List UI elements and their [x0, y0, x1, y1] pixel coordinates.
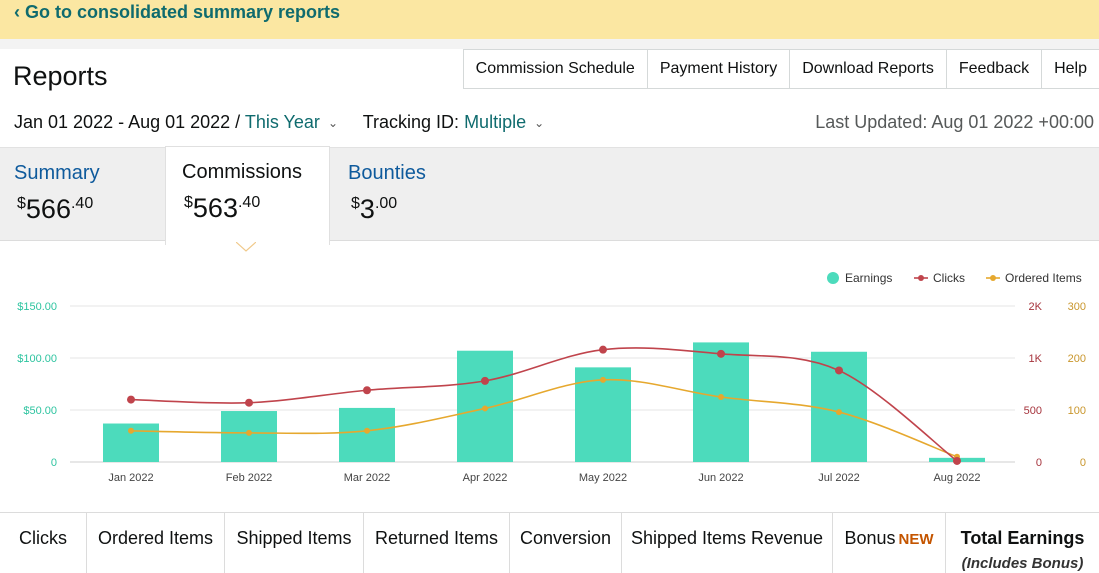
tab-bounties[interactable]: Bounties $3.00: [348, 148, 488, 242]
y-right-items-tick: 0: [1080, 457, 1086, 469]
tab-bounties-label: Bounties: [348, 162, 426, 184]
page-title: Reports: [13, 61, 108, 91]
point-ordered-items: [718, 394, 724, 400]
legend-swatch-dot: [918, 275, 924, 281]
point-clicks: [127, 395, 135, 404]
last-updated: Last Updated: Aug 01 2022 +00:00: [815, 112, 1094, 132]
summary-tabs: Summary $566.40 Commissions $563.40 Boun…: [0, 146, 1099, 245]
metric-tab-returned-items[interactable]: Returned Items: [364, 513, 510, 573]
total-earnings-note: (Includes Bonus): [961, 555, 1084, 572]
bar-earnings: [339, 407, 395, 462]
y-left-tick: $150.00: [17, 301, 57, 313]
bar-earnings: [693, 342, 749, 462]
point-clicks: [599, 345, 607, 354]
consolidated-reports-link[interactable]: ‹ Go to consolidated summary reports: [14, 2, 341, 22]
top-nav: Commission Schedule Payment History Down…: [462, 49, 1099, 89]
metric-tab-shipped-items[interactable]: Shipped Items: [225, 513, 364, 573]
point-ordered-items: [364, 427, 370, 434]
tab-commissions[interactable]: Commissions $563.40: [165, 146, 330, 245]
point-clicks: [835, 366, 843, 375]
point-clicks: [363, 386, 371, 395]
bar-earnings: [221, 411, 277, 462]
point-clicks: [481, 376, 489, 385]
tracking-id-dropdown[interactable]: Multiple: [464, 112, 527, 132]
summary-amount: $566.40: [17, 194, 94, 224]
metric-tab-clicks[interactable]: Clicks: [0, 513, 87, 573]
y-left-tick: 0: [51, 457, 57, 469]
y-left-tick: $100.00: [17, 353, 57, 365]
active-tab-pointer-icon: [236, 242, 256, 252]
banner-separator: [0, 39, 1099, 49]
metric-tab-ordered-items[interactable]: Ordered Items: [87, 513, 225, 573]
earnings-chart: 0 $50.00 $100.00 $150.00 0 500 1K 2K 0 100 200 300 J…: [0, 258, 1099, 510]
x-tick-label: Jul 2022: [818, 472, 860, 484]
top-banner: ‹ Go to consolidated summary reports: [0, 0, 1099, 39]
reports-header: Reports Commission Schedule Payment Hist…: [0, 49, 1099, 147]
x-tick-label: Mar 2022: [344, 472, 390, 484]
x-tick-label: Jan 2022: [108, 472, 153, 484]
series-line-ordered-items: [130, 378, 958, 458]
tab-commissions-label: Commissions: [182, 161, 303, 183]
point-ordered-items: [836, 409, 842, 416]
metric-tab-bonus[interactable]: Bonus NEW: [833, 513, 946, 573]
y-right-clicks-tick: 1K: [1029, 353, 1043, 365]
bounties-amount: $3.00: [351, 194, 398, 224]
tab-summary[interactable]: Summary $566.40: [14, 148, 154, 242]
legend-label: Ordered Items: [1005, 271, 1082, 285]
period-dropdown[interactable]: This Year: [244, 112, 320, 132]
nav-commission-schedule[interactable]: Commission Schedule: [462, 50, 647, 89]
tab-summary-label: Summary: [14, 162, 100, 184]
y-left-tick: $50.00: [23, 405, 57, 417]
y-right-items-tick: 300: [1068, 301, 1086, 313]
filter-bar: Jan 01 2022 - Aug 01 2022 / This Year ⌄ T…: [14, 112, 564, 133]
legend-swatch-earnings: [827, 272, 839, 284]
x-tick-label: May 2022: [579, 472, 627, 484]
point-clicks: [717, 349, 725, 358]
y-right-items-tick: 200: [1068, 353, 1086, 365]
date-range: Jan 01 2022 - Aug 01 2022 /: [14, 112, 241, 132]
nav-help[interactable]: Help: [1041, 50, 1099, 89]
metric-tab-conversion[interactable]: Conversion: [510, 513, 622, 573]
metric-tab-total-earnings[interactable]: Total Earnings (Includes Bonus): [946, 513, 1099, 573]
legend-swatch-dot: [990, 275, 996, 281]
point-ordered-items: [482, 405, 488, 412]
tracking-id-label: Tracking ID:: [362, 112, 460, 132]
legend-label: Earnings: [845, 271, 892, 285]
x-tick-label: Apr 2022: [463, 472, 508, 484]
legend-label: Clicks: [933, 271, 965, 285]
chart-canvas: 0 $50.00 $100.00 $150.00 0 500 1K 2K 0 100 200 300 J…: [17, 271, 1086, 484]
y-right-items-tick: 100: [1068, 405, 1086, 417]
point-ordered-items: [600, 376, 606, 383]
commissions-amount: $563.40: [184, 193, 261, 223]
metric-tabs: Clicks Ordered Items Shipped Items Retur…: [0, 512, 1099, 573]
point-ordered-items: [128, 427, 134, 434]
nav-download-reports[interactable]: Download Reports: [789, 50, 946, 89]
y-right-clicks-tick: 500: [1024, 405, 1042, 417]
y-right-clicks-tick: 2K: [1029, 301, 1043, 313]
nav-feedback[interactable]: Feedback: [945, 50, 1042, 89]
chevron-down-icon[interactable]: ⌄: [327, 116, 338, 130]
point-clicks: [953, 456, 961, 465]
new-badge: NEW: [898, 531, 934, 548]
y-right-clicks-tick: 0: [1036, 457, 1042, 469]
chevron-down-icon[interactable]: ⌄: [534, 116, 545, 130]
point-clicks: [245, 398, 253, 407]
x-tick-label: Jun 2022: [698, 472, 743, 484]
metric-tab-shipped-items-revenue[interactable]: Shipped Items Revenue: [622, 513, 833, 573]
x-tick-label: Aug 2022: [933, 472, 980, 484]
point-ordered-items: [246, 429, 252, 436]
bar-earnings: [575, 367, 631, 462]
nav-payment-history[interactable]: Payment History: [646, 50, 790, 89]
x-tick-label: Feb 2022: [226, 472, 272, 484]
